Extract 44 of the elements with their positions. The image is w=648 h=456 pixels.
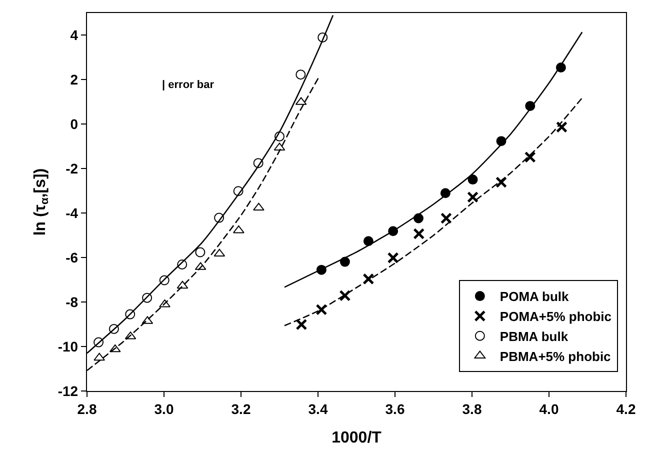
- point: [109, 344, 121, 352]
- x-axis-title: 1000/T: [332, 430, 382, 447]
- legend-label: PBMA bulk: [500, 328, 569, 344]
- point: [339, 290, 351, 302]
- x-tick-label: 3.4: [308, 400, 328, 417]
- y-tick-label: -12: [58, 382, 78, 399]
- x-tick-label: 3.8: [462, 400, 482, 417]
- point: [253, 202, 264, 211]
- point: [440, 212, 452, 224]
- x-tick-label: 4.2: [616, 400, 636, 417]
- x-tick-label: 3.2: [231, 400, 251, 417]
- point: [413, 228, 425, 240]
- y-tick-label: -10: [58, 338, 78, 354]
- point: [94, 352, 106, 361]
- point: [316, 304, 328, 316]
- line-series: [284, 31, 583, 288]
- point: [296, 318, 308, 330]
- point: [195, 247, 206, 258]
- point: [232, 225, 244, 234]
- point: [387, 252, 399, 264]
- point: [296, 70, 306, 80]
- x-tick-label: 3.0: [154, 400, 174, 417]
- point: [214, 248, 226, 257]
- point: [467, 191, 479, 203]
- y-tick-label: 2: [70, 72, 78, 88]
- x-tick-label: 3.6: [385, 400, 405, 417]
- point: [496, 176, 508, 188]
- y-tick-label: -6: [66, 249, 78, 266]
- x-tick-label: 2.8: [77, 400, 97, 417]
- legend-label: PBMA+5% phobic: [500, 348, 611, 364]
- point: [176, 280, 188, 289]
- y-tick-label: 4: [70, 27, 78, 44]
- y-tick-label: -8: [66, 294, 78, 310]
- legend-label: POMA+5% phobic: [500, 309, 612, 324]
- y-tick-label: -2: [66, 160, 78, 177]
- y-tick-label: 0: [70, 116, 78, 132]
- point: [556, 121, 568, 133]
- y-tick-label: -4: [66, 205, 78, 222]
- legend-label: POMA bulk: [500, 289, 570, 304]
- point: [524, 151, 536, 163]
- point: [468, 174, 478, 185]
- x-tick-label: 4.0: [539, 400, 559, 417]
- annotation: | error bar: [162, 79, 215, 91]
- point: [362, 273, 374, 285]
